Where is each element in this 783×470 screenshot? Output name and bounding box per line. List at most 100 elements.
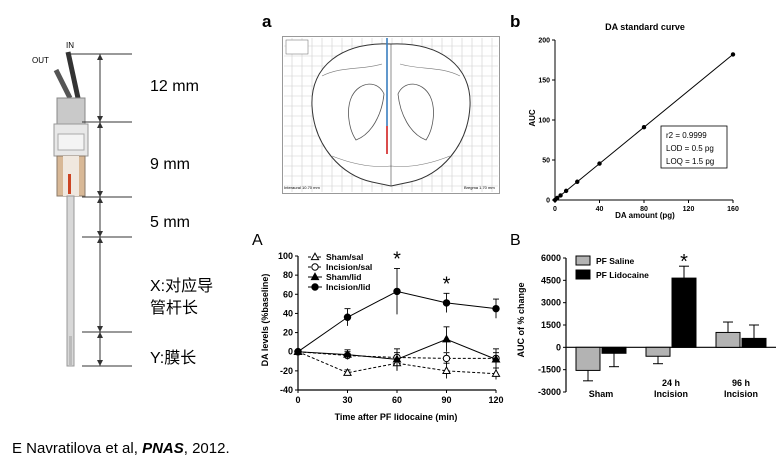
- chart-B-bar: [671, 277, 697, 348]
- citation: E Navratilova et al, PNAS, 2012.: [12, 440, 230, 457]
- chart-A-series-line: [297, 351, 497, 375]
- dim-9mm: 9 mm: [150, 156, 190, 173]
- dim-5mm: 5 mm: [150, 214, 190, 231]
- chart-A-xtick-label: 0: [295, 395, 300, 405]
- in-label: IN: [66, 41, 74, 50]
- chart-A-ytick-label: 100: [278, 251, 293, 261]
- probe-drawing: [53, 51, 132, 367]
- chart-B-legend-label: PF Saline: [596, 256, 635, 266]
- chart-A-point: [343, 367, 352, 376]
- chart-B-significance-star: *: [680, 251, 688, 273]
- chart-b-point: [555, 195, 560, 201]
- chart-A-point: [442, 334, 451, 343]
- chart-A-xtick-label: 60: [392, 395, 402, 405]
- panel-B-letter: B: [510, 232, 521, 249]
- brain-atlas: Interaural 10.70 mm Bregma 1.70 mm: [282, 36, 500, 194]
- chart-A-xtick-label: 30: [342, 395, 352, 405]
- chart-B-bar: [575, 346, 601, 371]
- chart-A-ytick-label: 0: [288, 347, 293, 357]
- chart-b-annot-loq: LOQ = 1.5 pg: [666, 157, 714, 166]
- chart-b-ytick-label: 200: [538, 38, 550, 45]
- citation-year: , 2012.: [183, 440, 230, 457]
- dim-x-line2: 管杆长: [150, 300, 199, 317]
- chart-A-point: [442, 354, 451, 363]
- chart-B-legend-swatch: [575, 255, 591, 266]
- dim-x-line1: X:对应导: [150, 278, 214, 295]
- chart-A-legend-label: Sham/lid: [326, 272, 361, 282]
- chart-b-ytick-label: 150: [538, 78, 550, 85]
- chart-A-point: [491, 354, 501, 363]
- chart-B-bar: [601, 346, 627, 354]
- probe-illustration: OUT IN 12 mm 9 mm 5 mm X:对应导 管杆长 Y:膜长: [30, 36, 220, 381]
- chart-A-legend-label: Incision/sal: [326, 262, 372, 272]
- chart-B-ylabel: AUC of % change: [516, 282, 526, 357]
- chart-A-ytick-label: -40: [280, 385, 293, 395]
- chart-A-ytick-label: 20: [283, 328, 293, 338]
- panel-a-letter: a: [262, 12, 272, 31]
- chart-B-ytick-label: 6000: [541, 253, 561, 263]
- chart-A-legend-marker: [310, 252, 320, 261]
- chart-B-bar: [715, 331, 741, 348]
- chart-B-ytick-label: 1500: [541, 320, 561, 330]
- chart-b-point: [597, 161, 602, 166]
- chart-b-xlabel: DA amount (pg): [615, 211, 675, 220]
- chart-B-ytick-label: -1500: [538, 365, 561, 375]
- chart-A-point: [491, 368, 501, 377]
- chart-A-point: [393, 287, 401, 296]
- dim-12mm: 12 mm: [150, 78, 199, 95]
- chart-A: DA levels (%baseline) Time after PF lido…: [260, 248, 504, 422]
- chart-b-xtick-label: 120: [683, 206, 695, 213]
- chart-A-legend-marker: [311, 283, 319, 291]
- chart-A-legend-marker: [310, 272, 320, 281]
- chart-b-point: [563, 188, 569, 194]
- chart-A-legend-label: Incision/lid: [326, 282, 370, 292]
- chart-B-bar: [741, 337, 767, 348]
- chart-b-point: [575, 179, 580, 184]
- chart-A-xlabel: Time after PF lidocaine (min): [335, 412, 458, 422]
- chart-B-category-label: Incision: [724, 389, 758, 399]
- dim-y: Y:膜长: [150, 350, 197, 367]
- chart-B-category-label: 96 h: [732, 378, 750, 388]
- chart-A-legend-marker: [311, 263, 319, 271]
- chart-b-ytick-label: 50: [542, 158, 550, 165]
- chart-b-xtick-label: 160: [727, 206, 739, 213]
- chart-b-point: [730, 52, 736, 57]
- chart-b-xtick-label: 40: [596, 206, 604, 213]
- chart-A-point: [492, 304, 500, 313]
- chart-B-ytick-label: 3000: [541, 298, 561, 308]
- chart-A-xtick-label: 120: [488, 395, 503, 405]
- chart-b-point: [558, 193, 563, 198]
- chart-b-ytick-label: 0: [546, 198, 550, 205]
- panel-b-letter: b: [510, 12, 521, 31]
- chart-b-xtick-label: 0: [553, 206, 557, 213]
- chart-B: AUC of % change -3000 -1500 0 1500 3000 4500 6…: [516, 251, 776, 399]
- chart-A-xtick-label: 90: [441, 395, 451, 405]
- chart-b: DA standard curve AUC DA amount (pg) 0 40…: [528, 22, 739, 220]
- chart-A-point: [442, 366, 451, 374]
- chart-B-category-label: 24 h: [662, 378, 680, 388]
- citation-journal: PNAS: [142, 440, 184, 457]
- chart-b-annot-r2: r2 = 0.9999: [666, 131, 707, 140]
- chart-B-category-label: Incision: [654, 389, 688, 399]
- chart-A-point: [343, 349, 352, 358]
- chart-A-point: [392, 354, 402, 363]
- chart-A-point: [343, 313, 352, 321]
- chart-B-legend-swatch: [575, 269, 591, 280]
- chart-B-ytick-label: 0: [556, 342, 561, 352]
- chart-A-ytick-label: 60: [283, 289, 293, 299]
- chart-B-category-label: Sham: [589, 389, 614, 399]
- interaural-label: Interaural 10.70 mm: [284, 185, 320, 190]
- chart-B-legend-label: PF Lidocaine: [596, 270, 649, 280]
- panel-A-letter: A: [252, 232, 263, 249]
- chart-b-annot-lod: LOD = 0.5 pg: [666, 144, 714, 153]
- chart-A-legend-label: Sham/sal: [326, 252, 363, 262]
- out-label: OUT: [32, 56, 49, 65]
- chart-b-point: [641, 125, 647, 130]
- chart-B-ytick-label: -3000: [538, 387, 561, 397]
- bregma-label: Bregma 1.70 mm: [464, 185, 495, 190]
- chart-B-ytick-label: 4500: [541, 275, 561, 285]
- chart-A-ytick-label: -20: [280, 366, 293, 376]
- chart-A-ylabel: DA levels (%baseline): [260, 274, 270, 367]
- chart-b-ylabel: AUC: [528, 109, 537, 127]
- brain-section-drawing: [282, 36, 500, 194]
